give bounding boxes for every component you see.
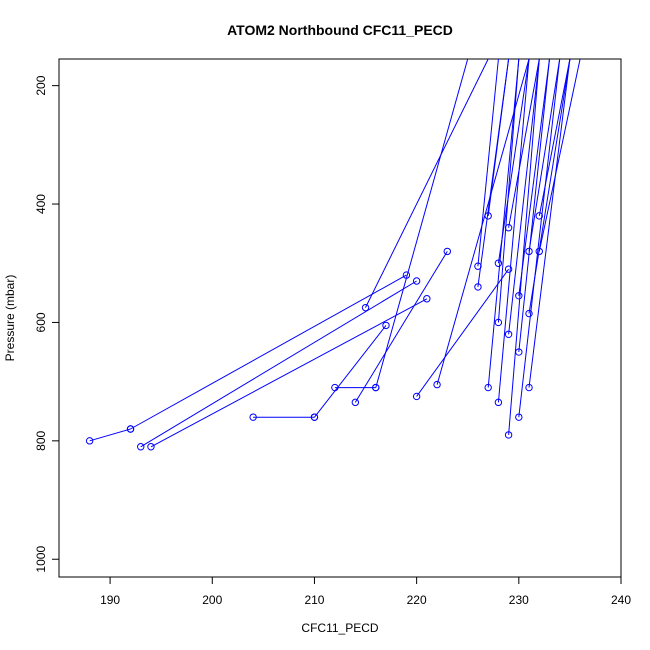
profile-line [365,58,489,308]
x-tick-label: 220 [407,593,427,607]
profile-line [538,58,581,252]
data-point [423,295,431,303]
data-point [494,259,503,267]
plot-frame [58,58,622,578]
data-point [310,413,319,421]
profile-line [354,251,448,403]
data-point [484,212,492,220]
data-point [474,262,482,270]
data-point [126,425,135,433]
x-axis: 190 200 210 220 230 240 [100,576,631,607]
data-point [137,443,145,451]
data-point [372,383,380,392]
y-tick-label: 1000 [34,546,48,573]
data-point [249,413,257,421]
data-point [474,283,482,291]
profile-line [518,58,550,353]
data-point [85,437,94,445]
profile-line [497,58,530,264]
plot-points [85,212,543,451]
profile-line [416,268,510,397]
profile-line [528,58,571,314]
x-tick-label: 210 [304,593,324,607]
y-tick-label: 600 [34,312,48,332]
profile-line [140,280,417,448]
profile-line [130,274,407,430]
x-axis-label: CFC11_PECD [301,621,378,635]
x-tick-label: 230 [509,593,529,607]
y-tick-label: 800 [34,431,48,451]
data-point [412,392,421,401]
data-point [494,398,503,407]
data-point [402,271,411,279]
data-point [515,348,523,356]
profile-line [518,58,550,296]
y-tick-label: 400 [34,194,48,214]
x-tick-label: 190 [100,593,120,607]
data-point [504,330,513,338]
profile-line [150,298,428,448]
profile-line [538,58,571,216]
profile-line [528,58,561,252]
data-point [147,443,155,451]
profile-line [508,58,540,335]
data-point [525,383,533,392]
chart-title: ATOM2 Northbound CFC11_PECD [227,22,453,38]
data-point [504,265,513,273]
data-point [515,413,523,421]
profile-line [497,58,530,403]
data-point [382,321,390,330]
y-axis-label: Pressure (mbar) [3,275,17,362]
data-point [412,277,421,285]
profile-line [487,58,510,216]
data-point [484,383,492,392]
profile-line [314,325,387,418]
data-point [443,247,451,256]
data-point [525,309,533,318]
profile-line [508,58,540,228]
y-axis: 200 400 600 800 1000 [34,75,60,573]
profile-line [89,428,131,442]
profile-line [497,58,520,323]
data-point [525,247,533,256]
profile-line [375,58,469,388]
data-point [331,383,339,392]
data-point [361,303,370,312]
x-tick-label: 200 [202,593,222,607]
profile-line [508,58,540,435]
data-point [494,318,503,327]
data-point [351,398,360,407]
data-point [504,224,513,232]
x-tick-label: 240 [611,593,631,607]
y-tick-label: 200 [34,75,48,95]
profile-line [518,58,561,418]
data-point [433,380,441,389]
plot-lines [89,58,581,448]
data-point [535,247,543,256]
data-point [515,292,523,300]
data-point [535,212,543,220]
profile-line [477,58,499,267]
data-point [504,431,513,439]
profile-line [487,58,520,388]
profile-line [528,58,571,388]
